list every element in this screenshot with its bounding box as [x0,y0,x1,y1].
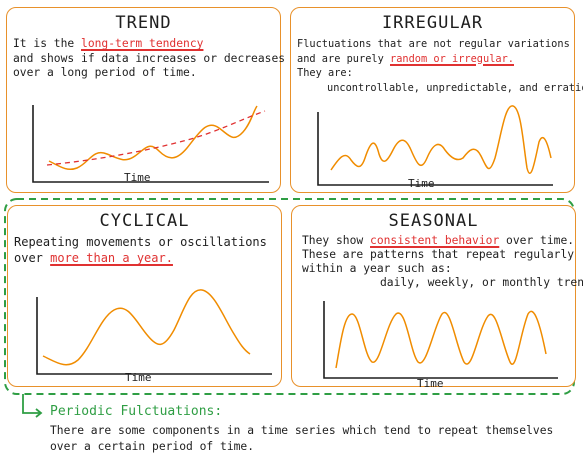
seasonal-description: They show consistent behavior over time.… [302,234,583,290]
seasonal-axis-label: Time [417,377,444,388]
periodic-text-line2: over a certain period of time. [50,440,255,453]
irregular-text-line2: and are purely [297,52,390,65]
trend-card: TREND It is the long-term tendency and s… [6,7,285,193]
seasonal-text-line3: within a year such as: [302,262,452,275]
trend-axes [32,105,269,183]
cyclical-axis-label: Time [125,371,152,384]
trend-text-line1: It is the [13,37,82,50]
trend-description: It is the long-term tendency and shows i… [13,37,285,81]
irregular-text-line4: uncontrollable, unpredictable, and errat… [327,81,583,94]
periodic-title: Periodic Fulctuations: [50,404,223,419]
irregular-axis-label: Time [408,177,435,190]
periodic-text-line1: There are some components in a time seri… [50,424,554,437]
seasonal-text-line1-end: over time. [499,234,575,247]
trend-highlight: long-term tendency [81,37,204,50]
seasonal-axes [323,301,558,379]
cyclical-plot: Time [36,289,272,384]
trend-text-line2: and shows if data increases or decreases [13,51,286,65]
seasonal-curve [335,310,547,369]
cyclical-title: CYCLICAL [99,211,190,231]
cyclical-axes [36,297,272,375]
irregular-card: IRREGULAR Fluctuations that are not regu… [290,7,583,193]
cyclical-description: Repeating movements or oscillations over… [14,234,267,266]
seasonal-plot: Time [323,301,558,388]
irregular-description: Fluctuations that are not regular variat… [297,37,583,95]
irregular-title: IRREGULAR [381,13,484,33]
cyclical-text-line1: Repeating movements or oscillations [14,235,267,249]
cyclical-card: CYCLICAL Repeating movements or oscillat… [7,205,282,387]
irregular-text-line1: Fluctuations that are not regular variat… [297,38,570,50]
seasonal-text-line2: These are patterns that repeat regularly [302,248,575,261]
trend-curve [48,105,258,171]
periodic-description: There are some components in a time seri… [50,423,553,455]
irregular-curve [330,105,552,174]
trend-plot: Time [32,105,269,184]
irregular-plot: Time [317,105,553,190]
irregular-highlight: random or irregular. [390,52,514,65]
cyclical-curve [42,289,251,366]
seasonal-card: SEASONAL They show consistent behavior o… [291,205,583,388]
trend-axis-label: Time [124,171,151,184]
trend-text-line3: over a long period of time. [13,66,197,79]
seasonal-highlight: consistent behavior [370,234,500,247]
cyclical-highlight: more than a year. [50,251,173,265]
seasonal-text-line4: daily, weekly, or monthly trends [380,276,583,289]
cyclical-text-line2: over [14,251,51,265]
seasonal-text-line1: They show [302,234,371,247]
irregular-text-line3: They are: [297,67,353,79]
trend-title: TREND [115,13,172,33]
seasonal-title: SEASONAL [388,211,479,231]
irregular-axes [317,112,553,186]
trend-dashed-line [46,110,266,166]
